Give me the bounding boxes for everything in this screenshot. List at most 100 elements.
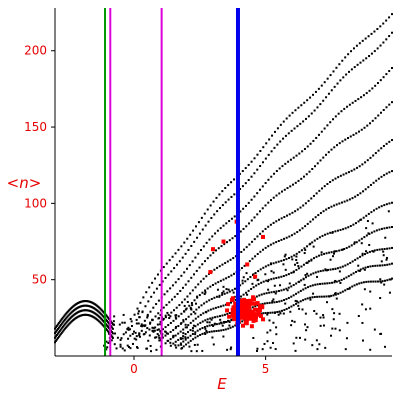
curve-point bbox=[327, 151, 330, 154]
curve-point bbox=[310, 112, 313, 115]
curve-point bbox=[155, 303, 158, 306]
low-energy-point bbox=[102, 319, 105, 322]
curve-point bbox=[225, 222, 228, 225]
scatter-point bbox=[208, 321, 211, 324]
curve-point bbox=[369, 280, 372, 283]
curve-point bbox=[198, 266, 201, 269]
curve-point bbox=[368, 55, 371, 58]
scatter-point bbox=[114, 332, 117, 335]
curve-point bbox=[273, 130, 276, 133]
low-energy-point bbox=[113, 315, 116, 318]
scatter-point bbox=[183, 310, 186, 313]
curve-point bbox=[296, 231, 299, 234]
low-energy-point bbox=[58, 325, 61, 328]
curve-point bbox=[167, 332, 170, 335]
curve-point bbox=[370, 32, 373, 35]
curve-point bbox=[315, 255, 318, 258]
curve-point bbox=[201, 263, 204, 266]
curve-point bbox=[377, 114, 380, 117]
curve-point bbox=[230, 217, 233, 220]
curve-point bbox=[279, 140, 282, 143]
curve-point bbox=[360, 281, 363, 284]
scatter-point bbox=[305, 329, 308, 332]
low-energy-point bbox=[62, 324, 65, 327]
curve-point bbox=[185, 307, 188, 310]
low-energy-point bbox=[100, 308, 103, 311]
curve-point bbox=[221, 293, 224, 296]
curve-point bbox=[275, 290, 278, 293]
low-energy-point bbox=[111, 335, 114, 338]
curve-point bbox=[247, 289, 250, 292]
curve-point bbox=[280, 289, 283, 292]
scatter-point bbox=[181, 347, 184, 350]
curve-point bbox=[337, 292, 340, 295]
curve-point bbox=[196, 296, 199, 299]
curve-point bbox=[182, 340, 185, 343]
curve-point bbox=[210, 297, 213, 300]
scatter-point bbox=[382, 254, 385, 257]
low-energy-point bbox=[111, 327, 114, 330]
curve-point bbox=[189, 334, 192, 337]
scatter-point bbox=[282, 263, 285, 266]
scatter-point bbox=[373, 328, 376, 331]
curve-point bbox=[357, 98, 360, 101]
curve-point bbox=[359, 255, 362, 258]
curve-point bbox=[172, 329, 175, 332]
curve-point bbox=[365, 57, 368, 60]
curve-point bbox=[391, 246, 393, 249]
curve-point bbox=[247, 178, 250, 181]
curve-point bbox=[290, 255, 293, 258]
curve-point bbox=[209, 285, 212, 288]
curve-point bbox=[372, 181, 375, 184]
low-energy-point bbox=[112, 320, 115, 323]
curve-point bbox=[351, 285, 354, 288]
scatter-point bbox=[332, 318, 335, 321]
curve-point bbox=[359, 268, 362, 271]
red-point bbox=[238, 315, 243, 320]
curve-point bbox=[185, 318, 188, 321]
scatter-point bbox=[138, 335, 141, 338]
low-energy-point bbox=[55, 329, 58, 332]
low-energy-point bbox=[111, 332, 114, 335]
curve-point bbox=[322, 156, 325, 159]
curve-point bbox=[382, 76, 385, 79]
curve-point bbox=[288, 235, 291, 238]
curve-point bbox=[241, 320, 244, 323]
curve-point bbox=[202, 277, 205, 280]
curve-point bbox=[283, 188, 286, 191]
curve-point bbox=[303, 175, 306, 178]
curve-point bbox=[347, 226, 350, 229]
curve-point bbox=[285, 274, 288, 277]
curve-point bbox=[273, 146, 276, 149]
curve-point bbox=[325, 153, 328, 156]
scatter-point bbox=[282, 312, 285, 315]
curve-point bbox=[172, 342, 175, 345]
scatter-point bbox=[242, 276, 245, 279]
scatter-point bbox=[310, 259, 313, 262]
curve-point bbox=[364, 188, 367, 191]
low-energy-point bbox=[61, 330, 64, 333]
curve-point bbox=[187, 341, 190, 344]
curve-point bbox=[346, 199, 349, 202]
curve-point bbox=[337, 112, 340, 115]
curve-point bbox=[266, 302, 269, 305]
scatter-point bbox=[361, 321, 364, 324]
curve-point bbox=[192, 338, 195, 341]
curve-point bbox=[215, 196, 218, 199]
curve-point bbox=[300, 279, 303, 282]
scatter-point bbox=[301, 308, 304, 311]
low-energy-point bbox=[66, 324, 69, 327]
scatter-point bbox=[191, 304, 194, 307]
scatter-point bbox=[222, 290, 225, 293]
curve-point bbox=[293, 127, 296, 130]
curve-point bbox=[372, 154, 375, 157]
curve-point bbox=[350, 68, 353, 71]
curve-point bbox=[246, 278, 249, 281]
curve-point bbox=[223, 292, 226, 295]
scatter-point bbox=[135, 346, 138, 349]
scatter-point bbox=[251, 282, 254, 285]
curve-point bbox=[317, 214, 320, 217]
curve-point bbox=[311, 284, 314, 287]
curve-point bbox=[282, 137, 285, 140]
low-energy-point bbox=[143, 325, 146, 328]
